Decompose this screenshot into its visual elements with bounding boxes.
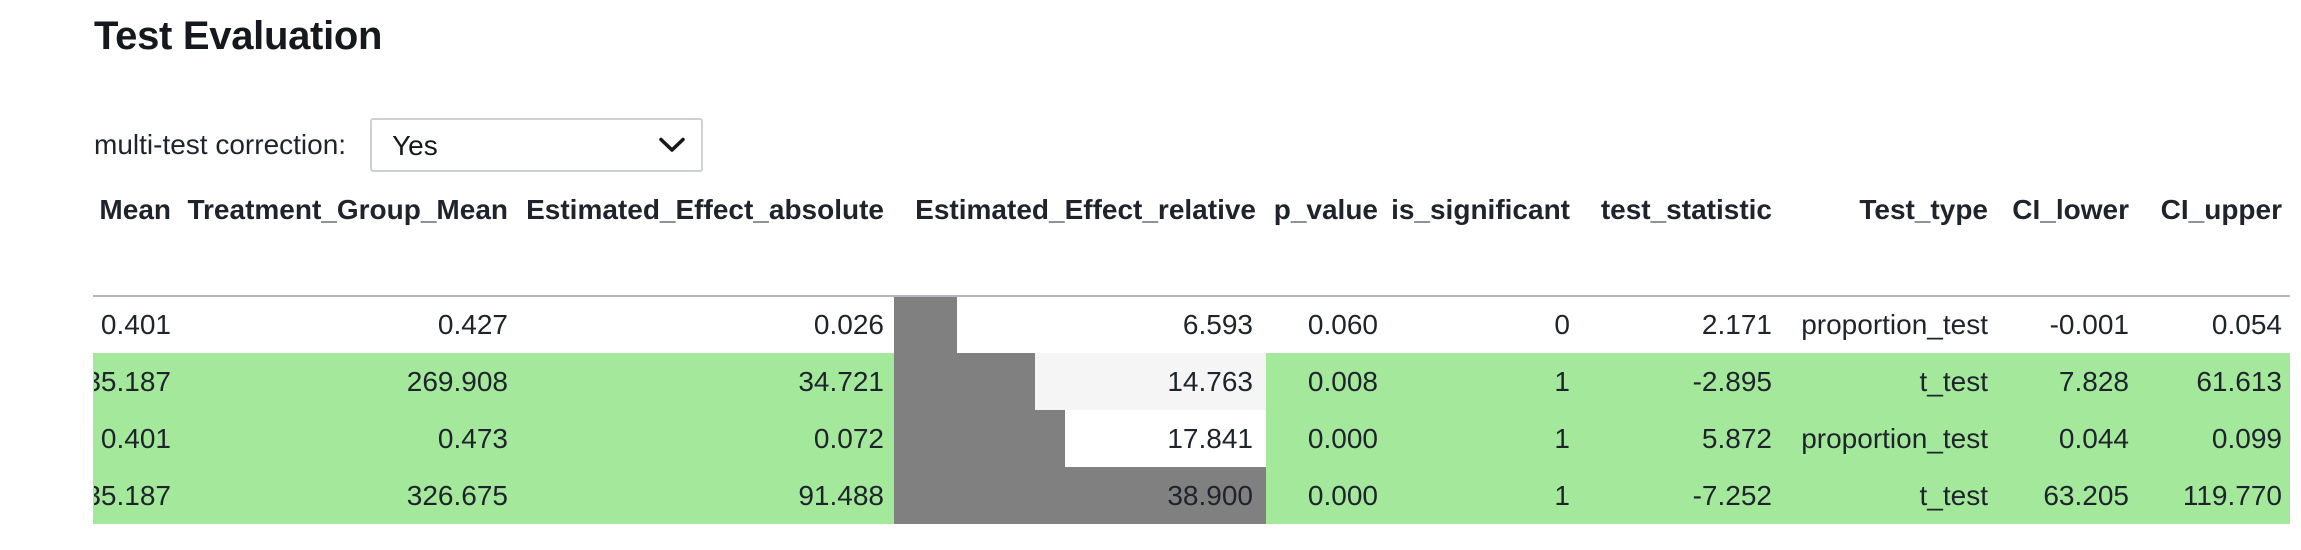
- cell-ci-upper: 0.054: [2211, 309, 2282, 340]
- cell-ci-upper: 0.099: [2211, 422, 2282, 454]
- multi-test-correction-select-wrap: Yes: [370, 118, 704, 172]
- cell-treatment-group-mean: 0.473: [437, 422, 508, 454]
- page-title: Test Evaluation: [94, 14, 383, 58]
- column-header-p-value: p_value: [1266, 180, 1388, 297]
- cell-test-type: proportion_test: [1801, 422, 1988, 454]
- multi-test-correction-control: multi-test correction: Yes: [94, 118, 704, 172]
- cell-effect-absolute: 0.026: [813, 309, 884, 340]
- column-header-estimated-effect-relative: Estimated_Effect_relative: [894, 180, 1266, 297]
- cell-p-value: 0.060: [1307, 309, 1378, 340]
- cell-is-significant: 1: [1554, 365, 1570, 397]
- effect-relative-bar: [894, 297, 957, 353]
- cell-effect-relative: 38.900: [894, 467, 1266, 524]
- cell-mean: 0.401: [100, 309, 171, 340]
- cell-treatment-group-mean: 269.908: [406, 365, 508, 397]
- cell-ci-lower: -0.001: [2049, 309, 2129, 340]
- cell-effect-absolute: 34.721: [798, 365, 884, 397]
- cell-treatment-group-mean: 326.675: [406, 479, 508, 511]
- column-header-estimated-effect-absolute: Estimated_Effect_absolute: [518, 180, 894, 297]
- clipped-digit: 3: [94, 480, 101, 512]
- table-row: 35.187 269.908 34.721 14.763 0.008 1 -2.…: [93, 353, 2290, 410]
- cell-ci-lower: 0.044: [2058, 422, 2129, 454]
- table-row: 0.401 0.427 0.026 6.593 0.060 0 2.171 pr…: [93, 296, 2290, 353]
- cell-effect-relative: 17.841: [894, 410, 1266, 467]
- cell-test-type: t_test: [1919, 365, 1988, 397]
- cell-p-value: 0.000: [1307, 479, 1378, 511]
- cell-effect-relative: 6.593: [894, 296, 1266, 353]
- cell-ci-upper: 61.613: [2196, 365, 2282, 397]
- table-row: 0.401 0.473 0.072 17.841 0.000 1 5.872 p…: [93, 410, 2290, 467]
- column-header-treatment-group-mean: Treatment_Group_Mean: [177, 180, 518, 297]
- cell-effect-relative: 14.763: [894, 353, 1266, 410]
- cell-treatment-group-mean: 0.427: [437, 309, 508, 340]
- cell-test-statistic: 2.171: [1701, 309, 1772, 340]
- cell-p-value: 0.008: [1307, 365, 1378, 397]
- cell-test-statistic: -2.895: [1692, 365, 1772, 397]
- cell-test-type: t_test: [1919, 479, 1988, 511]
- column-header-ci-lower: CI_lower: [1998, 180, 2139, 297]
- header-row: Mean Treatment_Group_Mean Estimated_Effe…: [93, 180, 2290, 297]
- column-header-test-statistic: test_statistic: [1580, 180, 1782, 297]
- results-table-container[interactable]: Mean Treatment_Group_Mean Estimated_Effe…: [93, 180, 2290, 525]
- column-header-is-significant: is_significant: [1388, 180, 1580, 297]
- results-table: Mean Treatment_Group_Mean Estimated_Effe…: [93, 180, 2290, 524]
- cell-ci-lower: 7.828: [2058, 365, 2129, 397]
- cell-p-value: 0.000: [1307, 422, 1378, 454]
- column-header-ci-upper: CI_upper: [2139, 180, 2290, 297]
- table-row: 35.187 326.675 91.488 38.900 0.000 1 -7.…: [93, 467, 2290, 524]
- cell-is-significant: 1: [1554, 479, 1570, 511]
- column-header-test-type: Test_type: [1782, 180, 1998, 297]
- multi-test-correction-label: multi-test correction:: [94, 129, 347, 160]
- effect-relative-bar: [894, 410, 1065, 467]
- cell-mean: 35.187: [93, 467, 177, 524]
- column-header-mean: Mean: [93, 180, 177, 297]
- cell-ci-lower: 63.205: [2043, 479, 2129, 511]
- multi-test-correction-select[interactable]: Yes: [370, 118, 704, 172]
- cell-test-type: proportion_test: [1801, 309, 1988, 340]
- cell-mean: 0.401: [100, 422, 171, 454]
- cell-test-statistic: 5.872: [1701, 422, 1772, 454]
- cell-ci-upper: 119.770: [2182, 479, 2282, 511]
- cell-is-significant: 0: [1554, 309, 1570, 340]
- clipped-digit: 3: [94, 366, 101, 398]
- cell-is-significant: 1: [1554, 422, 1570, 454]
- cell-effect-absolute: 0.072: [813, 422, 884, 454]
- cell-test-statistic: -7.252: [1692, 479, 1772, 511]
- cell-effect-absolute: 91.488: [798, 479, 884, 511]
- cell-mean: 35.187: [93, 353, 177, 410]
- effect-relative-bar: [894, 467, 1266, 524]
- effect-relative-bar: [894, 353, 1036, 410]
